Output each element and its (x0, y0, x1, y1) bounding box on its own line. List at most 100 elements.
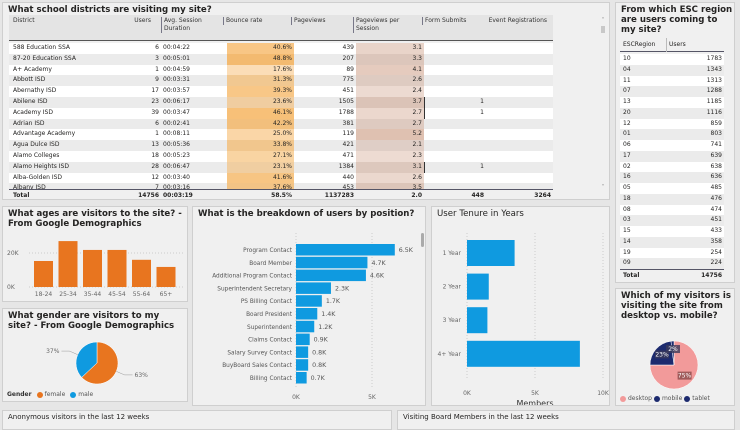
esc-users: 741 (710, 141, 722, 148)
pie-label-bg (654, 350, 669, 359)
esc-row[interactable]: 18 476 (620, 193, 724, 205)
bar-18-24 (34, 260, 53, 287)
esc-row[interactable]: 01 803 (620, 129, 724, 140)
bar-Claims Contact (296, 333, 310, 346)
esc-row[interactable]: 12 859 (620, 118, 724, 130)
legend-desktop[interactable]: desktop (628, 395, 652, 402)
scroll-thumb[interactable] (601, 26, 605, 33)
esc-row[interactable]: 17 639 (620, 150, 724, 162)
esc-row[interactable]: 15 433 (620, 226, 724, 237)
scroll-down-icon[interactable]: ˅ (601, 184, 605, 191)
table-row[interactable]: 87-20 Education SSA 3 00:05:01 48.8% 207 3.3 (9, 53, 553, 65)
table-row[interactable]: Abbott ISD 9 00:03:31 31.3% 775 2.6 (9, 75, 553, 87)
device-chart: 75% 23%2% (649, 340, 699, 390)
cell-district: Alamo Colleges (13, 152, 60, 159)
esc-row[interactable]: 13 1185 (620, 97, 724, 108)
position-scrollbar[interactable] (421, 233, 424, 247)
table-row[interactable]: Advantage Academy 1 00:08:11 25.0% 119 5.2 (9, 129, 553, 141)
column-header-form-submits[interactable]: Form Submits (422, 17, 482, 25)
total-pageviews: 1137283 (324, 192, 354, 199)
legend-female[interactable]: female (44, 391, 66, 398)
data-label: 4.7K (371, 260, 386, 267)
anonymous-title: Anonymous visitors in the last 12 weeks (8, 413, 150, 421)
table-row[interactable]: Adrian ISD 6 00:02:41 42.2% 381 2.7 (9, 118, 553, 130)
esc-row[interactable]: 19 254 (620, 247, 724, 259)
esc-row[interactable]: 08 474 (620, 204, 724, 216)
cell-form-submits (424, 173, 486, 184)
bar-BuyBoard Sales Contact (296, 359, 309, 371)
category-label: BuyBoard Sales Contact (222, 363, 293, 369)
esc-row[interactable]: 07 1288 (620, 86, 724, 97)
esc-header: ESCRegion Users (620, 38, 724, 52)
cell-avg-session: 00:05:01 (163, 54, 190, 62)
table-row[interactable]: Alamo Heights ISD 28 00:06:47 23.1% 1384 3.1 1 (9, 161, 553, 173)
table-row[interactable]: Alba-Golden ISD 12 00:03:40 41.6% 440 2.6 (9, 172, 553, 184)
esc-row[interactable]: 06 741 (620, 140, 724, 151)
column-header-pageviews-per-session[interactable]: Pageviews per Session (353, 17, 421, 33)
esc-row[interactable]: 05 485 (620, 183, 724, 194)
esc-users: 224 (710, 259, 722, 267)
esc-row[interactable]: 03 451 (620, 215, 724, 226)
column-header-users[interactable]: Users (134, 17, 151, 24)
legend-male[interactable]: male (78, 391, 94, 398)
esc-users: 451 (710, 216, 722, 224)
cell-form-submits (424, 86, 486, 97)
cell-avg-session: 00:03:31 (163, 76, 190, 84)
table-row[interactable]: Abilene ISD 23 00:06:17 23.6% 1505 3.7 1 (9, 97, 553, 108)
column-header-pageviews[interactable]: Pageviews (291, 17, 352, 25)
table-row[interactable]: Academy ISD 39 00:03:47 46.1% 1788 2.7 1 (9, 107, 553, 119)
esc-region: 06 (623, 141, 631, 148)
category-label: PS Billing Contact (241, 299, 293, 305)
column-header-district[interactable]: District (13, 17, 35, 24)
cell-bounce-rate: 27.1% (227, 151, 294, 162)
category-label: Additional Program Contact (212, 274, 293, 280)
cell-district: 588 Education SSA (13, 44, 70, 51)
table-row[interactable]: Albany ISD 7 00:03:16 37.6% 453 3.5 (9, 183, 553, 190)
esc-row[interactable]: 11 1313 (620, 75, 724, 87)
column-header-event-registrations[interactable]: Event Registrations (488, 17, 547, 24)
table-row[interactable]: A+ Academy 1 00:04:59 17.6% 89 4.1 (9, 64, 553, 76)
esc-row[interactable]: 16 636 (620, 172, 724, 183)
pie-label-male: 37% (46, 348, 60, 355)
cell-event-registrations (486, 54, 553, 65)
cell-bounce-rate: 23.1% (227, 161, 294, 173)
category-label: 1 Year (443, 250, 462, 257)
cell-bounce-rate: 41.6% (227, 172, 294, 184)
total-avg: 00:03:19 (163, 192, 193, 199)
cell-form-submits: 1 (424, 107, 486, 119)
cell-pageviews: 381 (342, 119, 354, 127)
legend-mobile[interactable]: mobile (661, 395, 683, 402)
bar-4+ Year (467, 340, 580, 367)
esc-row[interactable]: 02 638 (620, 161, 724, 173)
scroll-up-icon[interactable]: ˄ (601, 17, 605, 24)
data-label: 4.6K (370, 273, 385, 280)
esc-row[interactable]: 10 1783 (620, 54, 724, 65)
total-forms: 448 (471, 192, 484, 199)
cell-pageviews: 207 (342, 54, 354, 62)
column-header-bounce-rate[interactable]: Bounce rate (223, 17, 290, 25)
board-members-panel: Visiting Board Members in the last 12 we… (397, 410, 735, 430)
cell-pageviews-per-session: 2.1 (356, 140, 424, 151)
bar-55-64 (132, 259, 151, 287)
table-row[interactable]: Abernathy ISD 17 00:03:57 39.3% 451 2.4 (9, 86, 553, 97)
esc-region: 09 (623, 259, 631, 267)
esc-row[interactable]: 14 358 (620, 236, 724, 248)
cell-bounce-rate: 42.2% (227, 118, 294, 130)
cell-district: Abbott ISD (13, 76, 46, 84)
esc-row[interactable]: 09 224 (620, 258, 724, 269)
table-scrollbar[interactable]: ˄ ˅ (599, 17, 607, 191)
esc-row[interactable]: 04 1343 (620, 64, 724, 76)
esc-row[interactable]: 20 1116 (620, 107, 724, 119)
esc-col-region[interactable]: ESCRegion (623, 41, 656, 48)
esc-col-users[interactable]: Users (666, 38, 686, 52)
table-row[interactable]: Agua Dulce ISD 13 00:05:36 33.8% 421 2.1 (9, 140, 553, 151)
cell-users: 18 (151, 152, 159, 159)
x-tick-label: 18-24 (35, 291, 53, 298)
gender-title: What gender are visitors to my site? - F… (8, 311, 175, 331)
legend-tablet[interactable]: tablet (692, 395, 710, 402)
tenure-title: User Tenure in Years (437, 209, 524, 219)
table-row[interactable]: Alamo Colleges 18 00:05:23 27.1% 471 2.3 (9, 151, 553, 162)
category-label: 4+ Year (438, 351, 462, 358)
table-row[interactable]: 588 Education SSA 6 00:04:22 40.6% 439 3.1 (9, 43, 553, 54)
column-header-avg-session[interactable]: Avg. Session Duration (161, 17, 223, 33)
